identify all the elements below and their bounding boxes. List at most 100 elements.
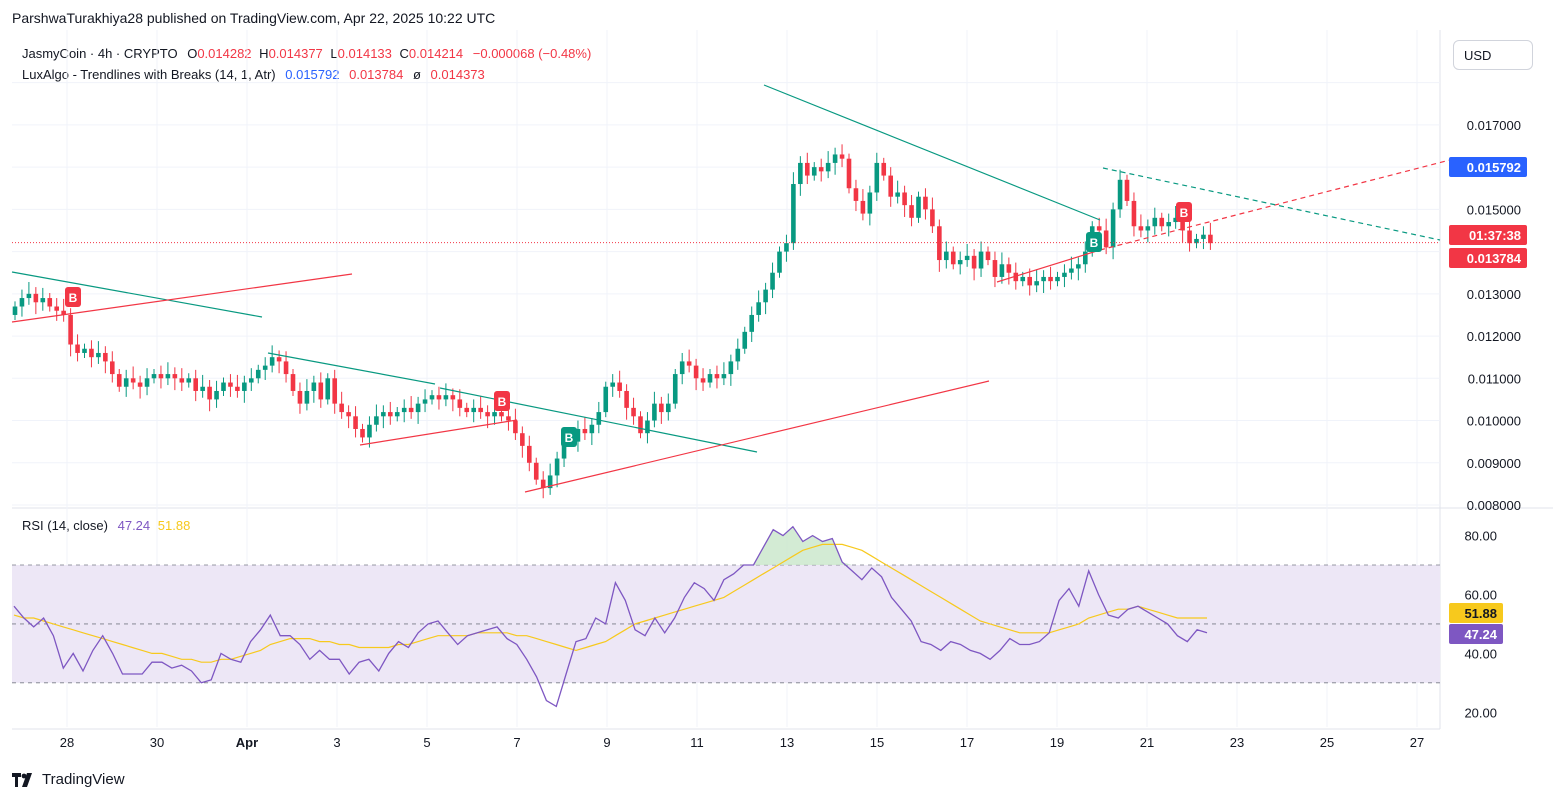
candle-body xyxy=(485,412,490,417)
candle-body xyxy=(582,428,588,434)
candle-body xyxy=(332,378,337,404)
candle-body xyxy=(1110,209,1116,248)
candle-body xyxy=(429,395,435,400)
candle-body xyxy=(290,374,296,391)
candle-body xyxy=(228,382,233,387)
candle-body xyxy=(130,378,136,383)
candle-body xyxy=(360,428,365,438)
candle-body xyxy=(603,386,609,413)
candle-body xyxy=(686,361,692,366)
time-tick-label: 30 xyxy=(150,735,164,750)
candle-body xyxy=(47,298,53,307)
candle-body xyxy=(1076,264,1081,269)
candle-body xyxy=(832,154,838,163)
candle-body xyxy=(540,479,546,489)
published-header: ParshwaTurakhiya28 published on TradingV… xyxy=(12,10,496,26)
candle-body xyxy=(123,378,129,387)
symbol-name[interactable]: JasmyCoin · 4h · CRYPTO xyxy=(22,46,178,61)
candle-body xyxy=(881,162,887,176)
break-marker-bearish xyxy=(65,287,81,307)
candle-body xyxy=(853,188,859,201)
candle-body xyxy=(1055,276,1060,282)
candle-body xyxy=(770,272,775,290)
candle-body xyxy=(110,361,115,375)
candle-body xyxy=(874,162,880,193)
footer-brand[interactable]: TradingView xyxy=(12,771,125,788)
candle-body xyxy=(262,365,268,370)
candle-body xyxy=(1145,226,1151,231)
close-value: 0.014214 xyxy=(408,46,464,61)
candle-body xyxy=(1013,272,1019,282)
candle-body xyxy=(33,293,39,303)
time-tick-label: Apr xyxy=(236,735,258,750)
candle-body xyxy=(311,382,317,391)
break-marker-bearish xyxy=(494,391,510,411)
rsi-axis-badge xyxy=(1449,624,1503,644)
candle-body xyxy=(659,403,664,413)
rsi-value: 47.24 xyxy=(117,518,151,533)
indicator-value-3: 0.014373 xyxy=(430,67,485,82)
time-tick-label: 23 xyxy=(1230,735,1244,750)
candle-body xyxy=(1152,217,1158,227)
trendline xyxy=(11,271,263,318)
candle-body xyxy=(506,416,511,421)
high-value: 0.014377 xyxy=(268,46,323,61)
break-marker-label: B xyxy=(69,291,78,305)
candle-body xyxy=(346,412,351,417)
candle-body xyxy=(596,412,602,425)
candle-body xyxy=(1041,276,1046,282)
price-tick-label: 0.008000 xyxy=(1467,498,1521,513)
candle-body xyxy=(471,407,476,413)
open-value: 0.014282 xyxy=(197,46,252,61)
candle-body xyxy=(1006,264,1012,273)
candle-body xyxy=(860,200,866,214)
candle-body xyxy=(151,374,157,379)
price-axis-badge xyxy=(1449,157,1527,177)
symbol-legend: JasmyCoin · 4h · CRYPTO O0.014282 H0.014… xyxy=(22,46,591,61)
price-tick-label: 0.017000 xyxy=(1467,118,1521,133)
candle-body xyxy=(158,374,164,379)
candle-body xyxy=(902,192,907,206)
candle-body xyxy=(971,255,977,269)
candle-body xyxy=(561,437,567,459)
candle-body xyxy=(867,192,873,214)
candle-body xyxy=(276,357,282,362)
rsi-ma-line xyxy=(13,543,1207,663)
candle-body xyxy=(401,407,407,413)
indicator-name[interactable]: LuxAlgo - Trendlines with Breaks (14, 1,… xyxy=(22,67,276,82)
indicator-sep: ø xyxy=(412,67,421,82)
candle-body xyxy=(645,420,650,434)
rsi-axis-badge xyxy=(1449,603,1503,623)
candle-body xyxy=(89,348,94,358)
candle-body xyxy=(492,412,497,417)
candle-body xyxy=(957,260,963,265)
candle-body xyxy=(82,348,87,353)
candle-body xyxy=(735,348,741,362)
candle-body xyxy=(985,251,991,261)
break-marker-bearish xyxy=(1176,202,1192,222)
candle-body xyxy=(137,382,143,387)
change-value: −0.000068 (−0.48%) xyxy=(472,46,592,61)
candle-body xyxy=(249,378,254,383)
candle-body xyxy=(950,251,956,265)
candle-body xyxy=(798,162,803,185)
price-tick-label: 0.013000 xyxy=(1467,287,1521,302)
candle-body xyxy=(19,298,25,307)
candle-body xyxy=(415,403,421,413)
price-tick-label: 0.010000 xyxy=(1467,414,1521,429)
candle-body xyxy=(1048,276,1053,282)
rsi-name[interactable]: RSI (14, close) xyxy=(22,518,108,533)
candle-body xyxy=(825,162,831,172)
candle-body xyxy=(575,428,581,442)
high-label: H xyxy=(259,46,269,61)
candle-body xyxy=(443,395,449,400)
candle-body xyxy=(193,378,198,391)
break-marker-bullish xyxy=(561,427,577,447)
candle-body xyxy=(12,306,18,315)
candle-body xyxy=(374,416,379,425)
currency-button[interactable]: USD xyxy=(1453,40,1533,70)
candle-body xyxy=(54,306,59,311)
candle-body xyxy=(1034,281,1039,286)
candle-body xyxy=(144,378,150,387)
